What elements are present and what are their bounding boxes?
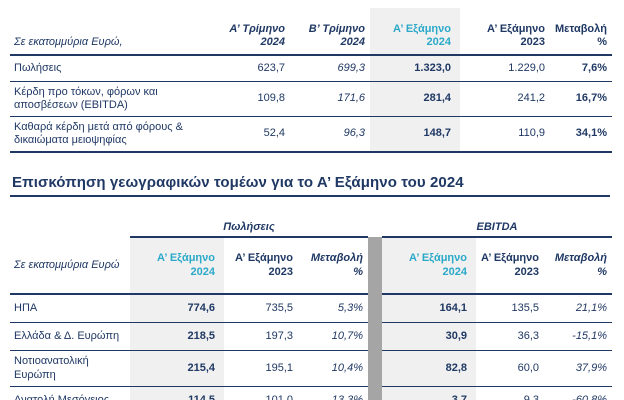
group-header-row: Πωλήσεις EBITDA bbox=[10, 210, 613, 238]
value-cell: 34,1% bbox=[550, 116, 612, 153]
value-cell: 7,6% bbox=[550, 55, 612, 82]
row-label: Κέρδη προ τόκων, φόρων και αποσβέσεων (E… bbox=[10, 81, 210, 117]
col-header-h1-2023: Α’ Εξάμηνο 2023 bbox=[224, 237, 298, 295]
value-cell: 215,4 bbox=[130, 350, 224, 387]
value-cell: 195,1 bbox=[224, 350, 298, 387]
col-header-change: Μεταβολή % bbox=[298, 237, 368, 295]
group-label-ebitda: EBITDA bbox=[382, 210, 613, 238]
geo-table: Πωλήσεις EBITDA Σε εκατομμύρια Ευρώ Α’ Ε… bbox=[10, 210, 613, 400]
value-cell: 197,3 bbox=[224, 322, 298, 351]
table-row: Καθαρά κέρδη μετά από φόρους & δικαιώματ… bbox=[10, 116, 612, 153]
value-cell: -60,8% bbox=[544, 386, 613, 400]
value-cell: 110,9 bbox=[460, 116, 550, 153]
table-row: Κέρδη προ τόκων, φόρων και αποσβέσεων (E… bbox=[10, 81, 612, 117]
table-row: Πωλήσεις 623,7 699,3 1.323,0 1.229,0 7,6… bbox=[10, 55, 612, 82]
value-cell: 774,6 bbox=[130, 294, 224, 323]
col-header-h1-2024: Α’ Εξάμηνο 2024 bbox=[130, 237, 224, 295]
row-label: Καθαρά κέρδη μετά από φόρους & δικαιώματ… bbox=[10, 116, 210, 153]
value-cell: 171,6 bbox=[290, 81, 370, 117]
row-label: Νοτιοανατολική Ευρώπη bbox=[10, 350, 130, 387]
col-header-h1-2023: Α’ Εξάμηνο 2023 bbox=[476, 237, 544, 295]
row-label: Ανατολή Μεσόγειος bbox=[10, 386, 130, 400]
value-cell: 82,8 bbox=[382, 350, 476, 387]
summary-table: Σε εκατομμύρια Ευρώ, Α’ Τρίμηνο 2024 Β’ … bbox=[10, 8, 612, 153]
value-cell: 281,4 bbox=[370, 81, 460, 117]
value-cell: 5,3% bbox=[298, 294, 368, 323]
value-cell: 3,7 bbox=[382, 386, 476, 400]
summary-header-row: Σε εκατομμύρια Ευρώ, Α’ Τρίμηνο 2024 Β’ … bbox=[10, 8, 612, 56]
value-cell: -15,1% bbox=[544, 322, 613, 351]
value-cell: 1.323,0 bbox=[370, 55, 460, 82]
value-cell: 241,2 bbox=[460, 81, 550, 117]
unit-note: Σε εκατομμύρια Ευρώ bbox=[10, 237, 130, 295]
value-cell: 1.229,0 bbox=[460, 55, 550, 82]
row-label: Ελλάδα & Δ. Ευρώπη bbox=[10, 322, 130, 351]
table-row: ΗΠΑ 774,6 735,5 5,3% 164,1 135,5 21,1% bbox=[10, 294, 613, 323]
spacer-cell bbox=[10, 210, 130, 237]
table-row: Νοτιοανατολική Ευρώπη 215,4 195,1 10,4% … bbox=[10, 350, 613, 387]
value-cell: 52,4 bbox=[210, 116, 290, 153]
value-cell: 109,8 bbox=[210, 81, 290, 117]
row-label: ΗΠΑ bbox=[10, 294, 130, 323]
value-cell: 164,1 bbox=[382, 294, 476, 323]
table-row: Ανατολή Μεσόγειος 114,5 101,0 13,3% 3,7 … bbox=[10, 386, 613, 400]
geo-header-row: Σε εκατομμύρια Ευρώ Α’ Εξάμηνο 2024 Α’ Ε… bbox=[10, 237, 613, 400]
value-cell: 699,3 bbox=[290, 55, 370, 82]
value-cell: 135,5 bbox=[476, 294, 544, 323]
table-row: Ελλάδα & Δ. Ευρώπη 218,5 197,3 10,7% 30,… bbox=[10, 322, 613, 351]
spacer-cell bbox=[368, 210, 382, 237]
value-cell: 623,7 bbox=[210, 55, 290, 82]
value-cell: 16,7% bbox=[550, 81, 612, 117]
value-cell: 36,3 bbox=[476, 322, 544, 351]
value-cell: 114,5 bbox=[130, 386, 224, 400]
col-header-change: Μεταβολή % bbox=[550, 8, 612, 56]
col-header-h1-2024: Α’ Εξάμηνο 2024 bbox=[370, 8, 460, 56]
value-cell: 9,3 bbox=[476, 386, 544, 400]
group-label-sales: Πωλήσεις bbox=[130, 210, 368, 238]
section-title: Επισκόπηση γεωγραφικών τομέων για το Α’ … bbox=[10, 174, 610, 197]
value-cell: 101,0 bbox=[224, 386, 298, 400]
value-cell: 10,4% bbox=[298, 350, 368, 387]
value-cell: 96,3 bbox=[290, 116, 370, 153]
value-cell: 218,5 bbox=[130, 322, 224, 351]
col-header-q1-2024: Α’ Τρίμηνο 2024 bbox=[210, 8, 290, 56]
group-separator-bar bbox=[368, 237, 382, 400]
unit-note: Σε εκατομμύρια Ευρώ, bbox=[10, 8, 210, 56]
value-cell: 60,0 bbox=[476, 350, 544, 387]
row-label: Πωλήσεις bbox=[10, 55, 210, 82]
col-header-h1-2023: Α’ Εξάμηνο 2023 bbox=[460, 8, 550, 56]
value-cell: 13,3% bbox=[298, 386, 368, 400]
col-header-q2-2024: Β’ Τρίμηνο 2024 bbox=[290, 8, 370, 56]
value-cell: 21,1% bbox=[544, 294, 613, 323]
col-header-h1-2024: Α’ Εξάμηνο 2024 bbox=[382, 237, 476, 295]
col-header-change: Μεταβολή % bbox=[544, 237, 613, 295]
value-cell: 148,7 bbox=[370, 116, 460, 153]
value-cell: 30,9 bbox=[382, 322, 476, 351]
value-cell: 37,9% bbox=[544, 350, 613, 387]
value-cell: 735,5 bbox=[224, 294, 298, 323]
value-cell: 10,7% bbox=[298, 322, 368, 351]
